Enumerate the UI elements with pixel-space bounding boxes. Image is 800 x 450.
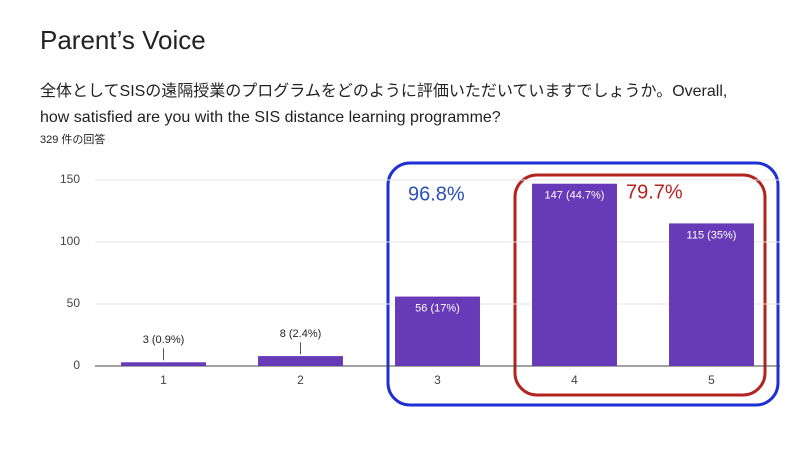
y-tick-label: 50 bbox=[67, 296, 81, 310]
x-tick-label: 4 bbox=[571, 373, 578, 387]
highlight-box bbox=[386, 161, 780, 407]
annotation: 96.8% bbox=[408, 183, 465, 205]
highlight-box bbox=[513, 173, 767, 397]
bar bbox=[532, 183, 617, 366]
slide-title: Parent’s Voice bbox=[40, 25, 206, 55]
bar bbox=[669, 223, 754, 366]
value-label: 3 (0.9%) bbox=[143, 334, 185, 346]
bar bbox=[395, 296, 480, 366]
y-tick-label: 150 bbox=[60, 172, 80, 186]
question-line: how satisfied are you with the SIS dista… bbox=[40, 109, 501, 126]
response-count: 329 件の回答 bbox=[40, 132, 105, 146]
value-label: 115 (35%) bbox=[687, 229, 737, 241]
value-label: 8 (2.4%) bbox=[280, 328, 322, 340]
bar bbox=[121, 362, 206, 366]
x-tick-label: 3 bbox=[434, 373, 441, 387]
y-tick-label: 100 bbox=[60, 234, 80, 248]
annotation: 79.7% bbox=[626, 181, 683, 203]
bar bbox=[258, 356, 343, 366]
x-tick-label: 1 bbox=[160, 373, 167, 387]
question-line: 全体としてSISの遠隔授業のプログラムをどのように評価いただいていますでしょうか… bbox=[40, 82, 727, 100]
x-tick-label: 5 bbox=[708, 373, 715, 387]
value-label: 56 (17%) bbox=[415, 302, 460, 314]
x-tick-label: 2 bbox=[297, 373, 304, 387]
value-label: 147 (44.7%) bbox=[545, 190, 605, 202]
y-tick-label: 0 bbox=[73, 358, 80, 372]
